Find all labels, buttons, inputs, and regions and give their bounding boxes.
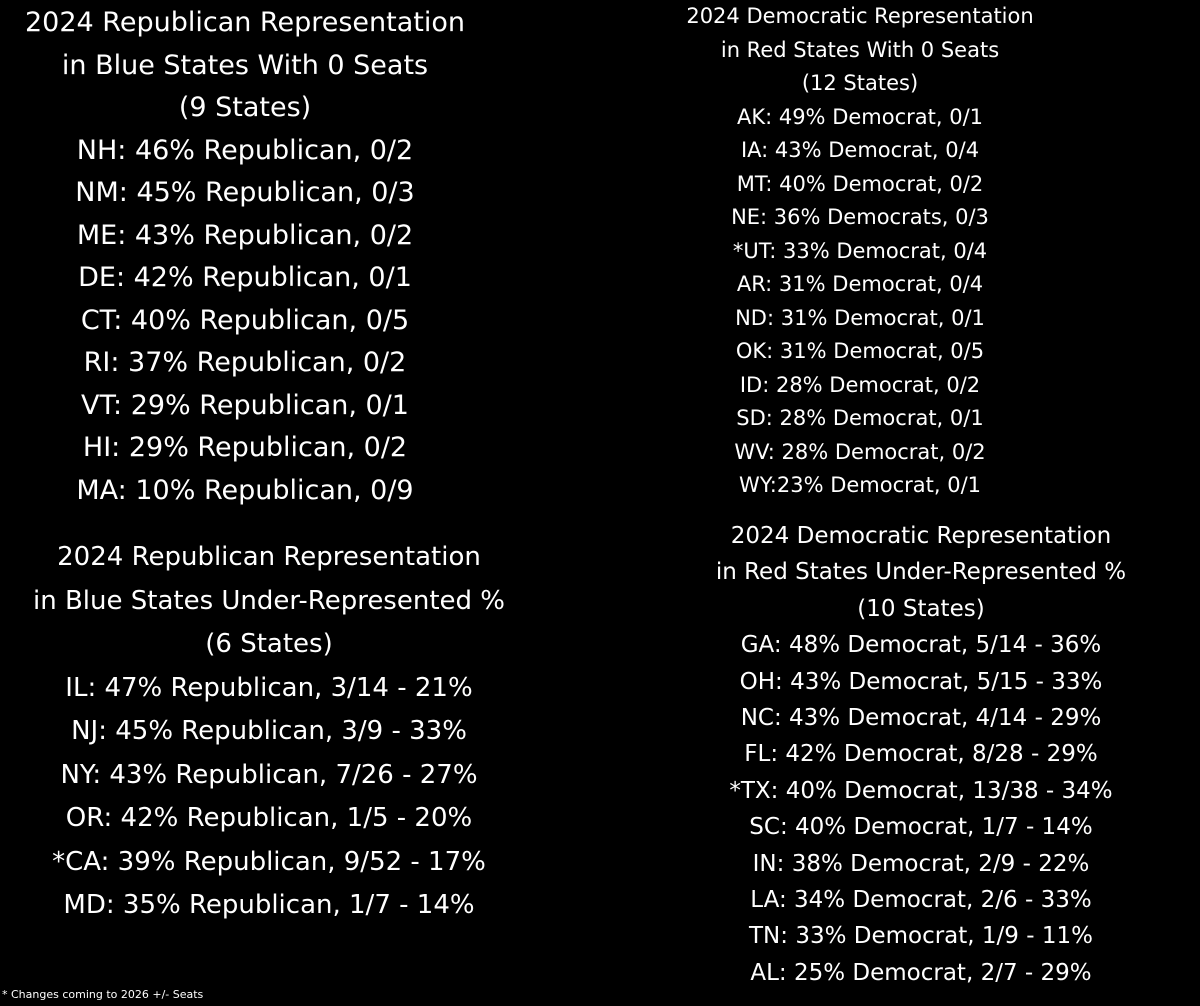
- democratic-zero-seats-section: 2024 Democratic Representation in Red St…: [640, 0, 1080, 503]
- section-title: 2024 Democratic Representation: [730, 523, 1112, 549]
- republican-zero-seats-section: 2024 Republican Representation in Blue S…: [0, 2, 490, 512]
- state-count: (6 States): [205, 629, 333, 659]
- state-row: IN: 38% Democrat, 2/9 - 22%: [752, 850, 1090, 877]
- state-row: NC: 43% Democrat, 4/14 - 29%: [740, 705, 1102, 732]
- state-row: AR: 31% Democrat, 0/4: [736, 272, 984, 296]
- state-row: *TX: 40% Democrat, 13/38 - 34%: [729, 777, 1113, 804]
- state-row: NY: 43% Republican, 7/26 - 27%: [60, 759, 478, 790]
- state-row: VT: 29% Republican, 0/1: [81, 389, 409, 421]
- section-title: 2024 Republican Representation: [57, 542, 481, 572]
- state-row: RI: 37% Republican, 0/2: [83, 347, 407, 378]
- section-subtitle: in Blue States With 0 Seats: [61, 49, 429, 81]
- state-row: IL: 47% Republican, 3/14 - 21%: [65, 672, 473, 703]
- section-subtitle: in Red States With 0 Seats: [720, 37, 1000, 62]
- state-row: CT: 40% Republican, 0/5: [80, 304, 410, 336]
- state-count: (10 States): [857, 595, 985, 622]
- state-count: (12 States): [801, 71, 919, 95]
- state-row: AK: 49% Democrat, 0/1: [736, 104, 984, 129]
- state-row: *CA: 39% Republican, 9/52 - 17%: [52, 846, 486, 877]
- section-title: 2024 Democratic Representation: [686, 4, 1034, 28]
- state-row: NM: 45% Republican, 0/3: [75, 177, 415, 208]
- footnote: * Changes coming to 2026 +/- Seats: [2, 988, 204, 1001]
- state-row: DE: 42% Republican, 0/1: [78, 262, 412, 293]
- state-row: *UT: 33% Democrat, 0/4: [732, 238, 988, 263]
- state-row: HI: 29% Republican, 0/2: [82, 432, 408, 463]
- section-title: 2024 Republican Representation: [25, 7, 465, 38]
- state-row: WY:23% Democrat, 0/1: [738, 473, 982, 497]
- state-row: ND: 31% Democrat, 0/1: [735, 305, 985, 330]
- state-row: ID: 28% Democrat, 0/2: [739, 372, 981, 397]
- state-row: NH: 46% Republican, 0/2: [76, 134, 414, 166]
- state-count: (9 States): [178, 92, 312, 123]
- state-row: ME: 43% Republican, 0/2: [76, 219, 414, 251]
- state-row: TN: 33% Democrat, 1/9 - 11%: [749, 923, 1093, 950]
- state-row: AL: 25% Democrat, 2/7 - 29%: [750, 959, 1092, 986]
- state-row: LA: 34% Democrat, 2/6 - 33%: [750, 887, 1092, 914]
- state-row: MT: 40% Democrat, 0/2: [736, 171, 984, 196]
- state-row: WV: 28% Democrat, 0/2: [734, 439, 986, 464]
- state-row: OH: 43% Democrat, 5/15 - 33%: [739, 668, 1103, 695]
- state-row: FL: 42% Democrat, 8/28 - 29%: [744, 741, 1098, 768]
- state-row: NE: 36% Democrats, 0/3: [731, 205, 989, 229]
- state-row: MD: 35% Republican, 1/7 - 14%: [63, 890, 475, 920]
- democratic-under-represented-section: 2024 Democratic Representation in Red St…: [686, 518, 1156, 991]
- section-subtitle: in Red States Under-Represented %: [715, 559, 1127, 586]
- state-row: GA: 48% Democrat, 5/14 - 36%: [740, 632, 1102, 659]
- state-row: SD: 28% Democrat, 0/1: [736, 406, 984, 430]
- state-row: SC: 40% Democrat, 1/7 - 14%: [749, 814, 1093, 841]
- republican-under-represented-section: 2024 Republican Representation in Blue S…: [0, 536, 538, 928]
- state-row: MA: 10% Republican, 0/9: [76, 474, 414, 506]
- state-row: IA: 43% Democrat, 0/4: [740, 138, 980, 162]
- state-row: NJ: 45% Republican, 3/9 - 33%: [71, 716, 467, 746]
- state-row: OK: 31% Democrat, 0/5: [735, 339, 985, 363]
- section-subtitle: in Blue States Under-Represented %: [32, 585, 505, 616]
- state-row: OR: 42% Republican, 1/5 - 20%: [65, 803, 473, 833]
